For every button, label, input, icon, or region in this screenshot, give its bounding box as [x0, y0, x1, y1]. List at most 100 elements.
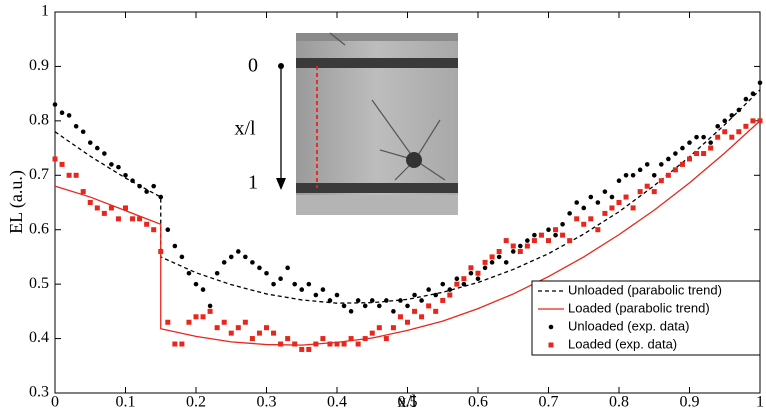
data-point — [510, 243, 516, 249]
legend-label: Unloaded (parabolic trend) — [568, 282, 722, 297]
data-point — [722, 129, 728, 135]
data-point — [651, 189, 657, 195]
data-point — [482, 259, 488, 265]
data-point — [673, 151, 678, 156]
inset-label: x/l — [234, 118, 256, 140]
data-point — [567, 238, 573, 244]
data-point — [130, 216, 136, 222]
data-point — [299, 346, 305, 352]
data-point — [644, 183, 650, 189]
data-point — [680, 145, 685, 151]
data-point — [207, 303, 213, 309]
data-point — [532, 232, 537, 238]
data-point — [165, 319, 171, 325]
data-point — [701, 134, 706, 140]
data-point — [243, 254, 248, 260]
data-point — [249, 336, 255, 342]
legend-label: Loaded (exp. data) — [568, 336, 677, 351]
data-point — [729, 134, 735, 140]
data-point — [694, 134, 699, 140]
data-point — [538, 232, 544, 238]
data-point — [454, 281, 460, 287]
data-point — [285, 265, 290, 271]
y-tick-label: 1 — [41, 3, 49, 20]
data-point — [214, 325, 220, 331]
data-point — [503, 238, 509, 244]
data-point — [193, 314, 199, 320]
data-point — [271, 281, 276, 287]
x-tick-label: 0.4 — [327, 394, 347, 411]
x-tick-label: 0 — [51, 394, 59, 411]
data-point — [694, 151, 700, 157]
data-point — [306, 346, 312, 352]
data-point — [390, 325, 396, 331]
data-point — [66, 113, 72, 118]
data-point — [179, 254, 185, 260]
data-point — [313, 341, 319, 347]
data-point — [299, 287, 305, 292]
data-point — [278, 276, 283, 282]
data-point — [644, 162, 650, 167]
data-point — [489, 254, 495, 260]
data-point — [426, 287, 431, 292]
data-point — [94, 205, 100, 211]
data-point — [369, 298, 375, 303]
data-point — [334, 292, 340, 298]
data-point — [581, 205, 587, 211]
x-tick-label: 0.8 — [609, 394, 629, 411]
data-point — [433, 292, 439, 298]
data-point — [630, 205, 636, 211]
data-point — [743, 123, 749, 129]
y-tick-label: 0.6 — [29, 220, 49, 237]
data-point — [207, 308, 213, 314]
data-point — [228, 254, 234, 260]
data-point — [757, 118, 763, 124]
legend-label: Loaded (parabolic trend) — [568, 300, 710, 315]
data-point — [623, 172, 629, 178]
data-point — [637, 189, 643, 195]
data-point — [341, 341, 347, 347]
data-point — [123, 205, 128, 211]
data-point — [482, 265, 488, 271]
data-point — [447, 292, 453, 298]
data-point — [320, 287, 326, 292]
data-point — [440, 281, 446, 287]
data-point — [468, 265, 474, 271]
data-point — [560, 232, 566, 238]
data-point — [257, 265, 262, 271]
data-point — [200, 314, 206, 320]
data-point — [701, 151, 707, 157]
data-point — [348, 309, 354, 314]
data-point — [151, 183, 156, 189]
data-point — [186, 270, 192, 276]
legend: Unloaded (parabolic trend) Loaded (parabo… — [531, 280, 761, 356]
data-point — [313, 292, 319, 298]
data-point — [588, 216, 594, 222]
data-point — [658, 178, 664, 184]
data-point — [567, 211, 572, 216]
y-axis-label: EL (a.u.) — [6, 170, 27, 234]
data-point — [116, 164, 121, 170]
data-point — [736, 107, 742, 113]
data-point — [87, 140, 93, 145]
data-point — [327, 298, 333, 303]
data-point — [59, 110, 65, 115]
data-point — [271, 330, 277, 336]
data-point — [412, 292, 417, 298]
data-point — [186, 319, 192, 325]
x-tick-label: 0.5 — [398, 394, 418, 411]
data-point — [602, 189, 608, 194]
data-point — [236, 249, 241, 254]
data-point — [320, 336, 326, 342]
data-point — [595, 200, 601, 205]
legend-label: Unloaded (exp. data) — [568, 318, 689, 333]
data-point — [376, 325, 382, 331]
data-point — [172, 341, 178, 347]
data-point — [80, 129, 86, 135]
x-tick-label: 1 — [756, 394, 764, 411]
data-point — [327, 341, 333, 347]
data-point — [165, 227, 171, 233]
data-point — [235, 325, 241, 331]
data-point — [659, 162, 664, 167]
